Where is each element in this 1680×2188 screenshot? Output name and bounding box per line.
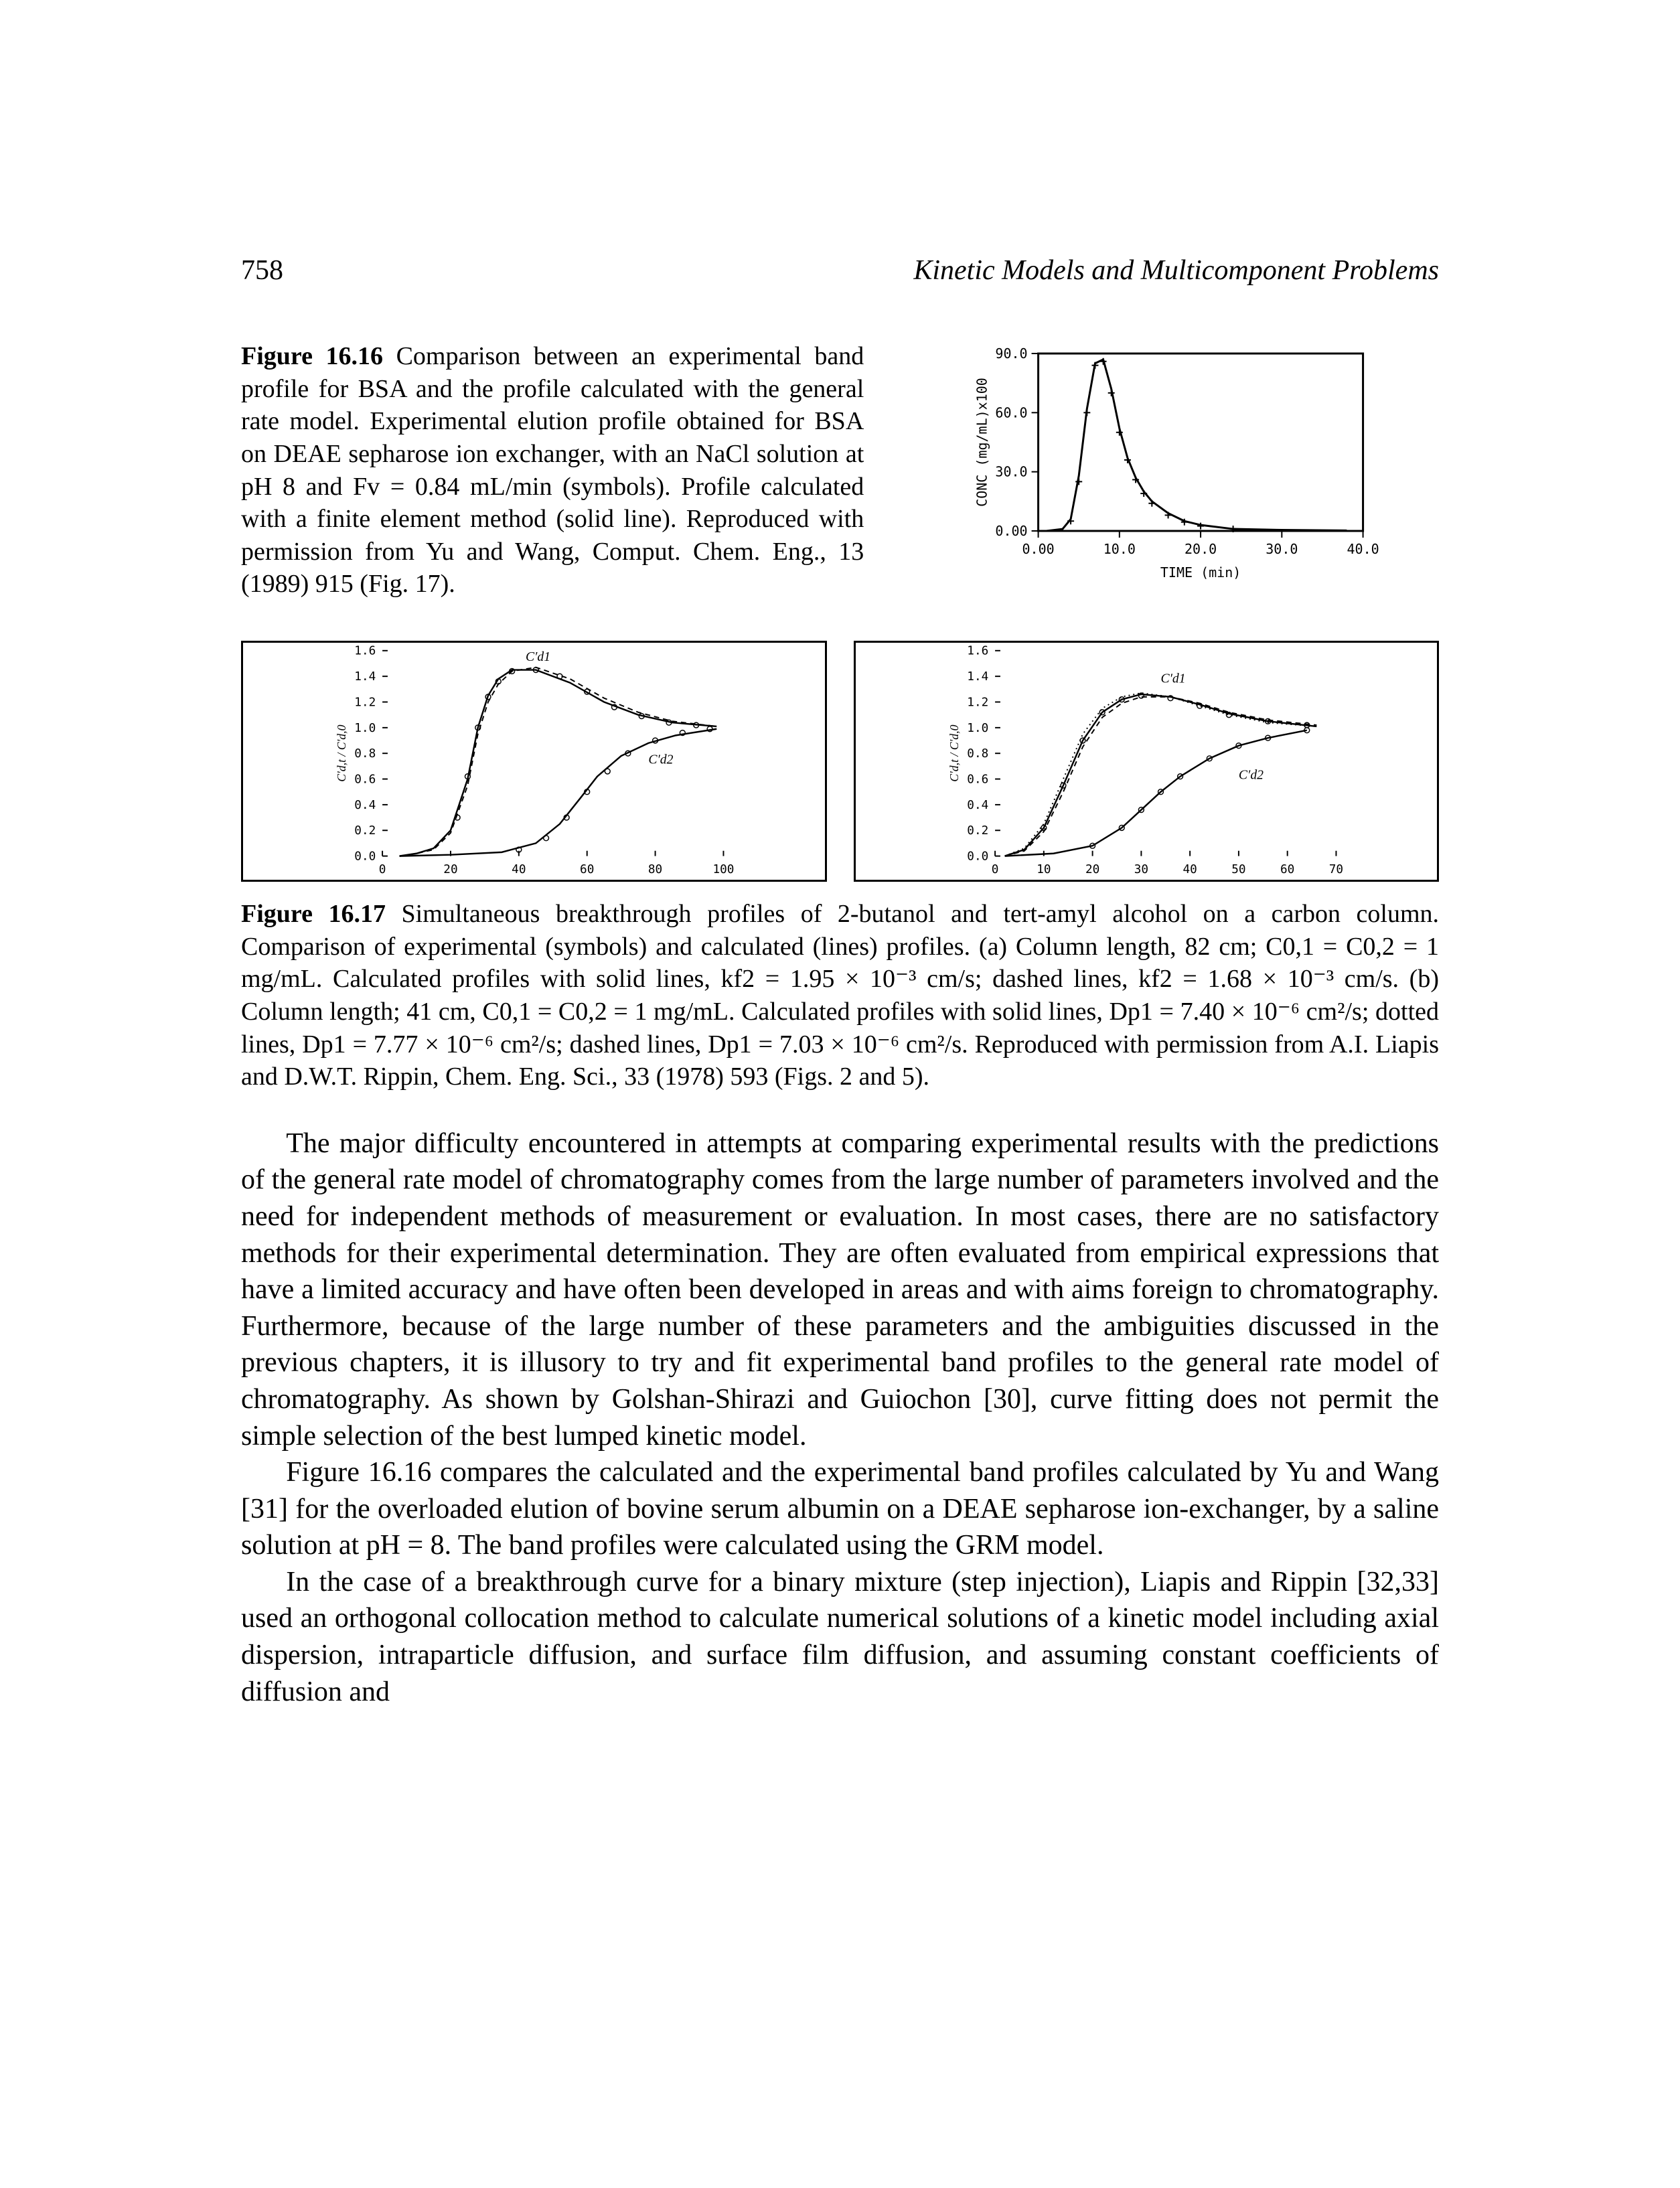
svg-text:10.0: 10.0 xyxy=(1103,541,1136,557)
figure-label: Figure 16.16 xyxy=(241,342,383,370)
svg-text:60.0: 60.0 xyxy=(995,404,1027,420)
svg-text:1.2: 1.2 xyxy=(967,696,988,709)
svg-text:60: 60 xyxy=(580,863,594,876)
svg-text:1.6: 1.6 xyxy=(354,645,376,658)
page-number: 758 xyxy=(241,254,283,287)
svg-text:0.0: 0.0 xyxy=(354,850,376,864)
svg-text:TIME (min): TIME (min) xyxy=(1160,564,1241,580)
svg-text:C′d1: C′d1 xyxy=(526,649,550,664)
svg-text:80: 80 xyxy=(648,863,662,876)
svg-text:40.0: 40.0 xyxy=(1347,541,1379,557)
svg-text:C'd,t / C'd,0: C'd,t / C'd,0 xyxy=(947,724,961,781)
paragraph: The major difficulty encountered in atte… xyxy=(241,1125,1439,1454)
body-text: The major difficulty encountered in atte… xyxy=(241,1125,1439,1711)
svg-text:0.4: 0.4 xyxy=(967,799,988,812)
figure-16-17-panel-a: 0 20 40 60 80 100 0.0 0.2 0.4 0.6 0.8 1.0 1.2 1.4 1.6 C… xyxy=(241,641,827,882)
svg-text:0.0: 0.0 xyxy=(967,850,988,864)
svg-text:100: 100 xyxy=(712,863,734,876)
svg-text:0.6: 0.6 xyxy=(967,773,988,786)
figure-caption-text: Simultaneous breakthrough profiles of 2-… xyxy=(241,900,1439,1091)
svg-text:1.4: 1.4 xyxy=(967,670,988,684)
svg-text:0.2: 0.2 xyxy=(354,824,376,838)
svg-text:0.00: 0.00 xyxy=(995,523,1027,539)
svg-text:50: 50 xyxy=(1231,863,1245,876)
figure-16-16-chart: 0.00 10.0 20.0 30.0 40.0 0.00 30.0 60.0 90.0 TIME… xyxy=(912,340,1439,581)
svg-text:C′d2: C′d2 xyxy=(648,753,673,767)
svg-text:30.0: 30.0 xyxy=(1266,541,1298,557)
svg-text:20: 20 xyxy=(1085,863,1099,876)
svg-text:0.4: 0.4 xyxy=(354,799,376,812)
svg-text:C′d1: C′d1 xyxy=(1160,672,1185,686)
svg-text:70: 70 xyxy=(1328,863,1343,876)
svg-text:60: 60 xyxy=(1280,863,1294,876)
svg-text:0.8: 0.8 xyxy=(354,747,376,761)
svg-text:40: 40 xyxy=(1182,863,1197,876)
svg-text:C′d2: C′d2 xyxy=(1238,768,1263,783)
figure-caption-text: Comparison between an experimental band … xyxy=(241,342,864,598)
svg-text:1.4: 1.4 xyxy=(354,670,376,684)
svg-text:20.0: 20.0 xyxy=(1185,541,1217,557)
figure-16-17-panel-b: 0 10 20 30 40 50 60 70 0.0 0.2 0.4 0.6 0.8 1.0 1.2 1.4 1… xyxy=(854,641,1440,882)
svg-text:90.0: 90.0 xyxy=(995,345,1027,362)
svg-text:1.0: 1.0 xyxy=(967,722,988,735)
svg-text:0: 0 xyxy=(379,863,386,876)
running-head: Kinetic Models and Multicomponent Proble… xyxy=(913,254,1439,287)
figure-label: Figure 16.17 xyxy=(241,900,386,928)
paragraph: In the case of a breakthrough curve for … xyxy=(241,1564,1439,1710)
figure-16-16-caption: Figure 16.16 Comparison between an exper… xyxy=(241,340,864,601)
svg-text:0: 0 xyxy=(991,863,998,876)
svg-text:40: 40 xyxy=(512,863,526,876)
paragraph: Figure 16.16 compares the calculated and… xyxy=(241,1454,1439,1564)
svg-text:CONC (mg/mL)x100: CONC (mg/mL)x100 xyxy=(974,378,990,507)
svg-text:C'd,t / C'd,0: C'd,t / C'd,0 xyxy=(335,724,348,781)
svg-text:1.2: 1.2 xyxy=(354,696,376,709)
svg-text:1.0: 1.0 xyxy=(354,722,376,735)
svg-text:1.6: 1.6 xyxy=(967,645,988,658)
svg-text:10: 10 xyxy=(1037,863,1051,876)
svg-text:0.2: 0.2 xyxy=(967,824,988,838)
svg-text:0.6: 0.6 xyxy=(354,773,376,786)
figure-16-17-charts: 0204060801000.00.20.40.60.81.01.21.41.6C… xyxy=(241,641,1439,882)
page: 758 Kinetic Models and Multicomponent Pr… xyxy=(0,0,1680,2188)
svg-text:20: 20 xyxy=(443,863,457,876)
figure-16-17-caption: Figure 16.17 Simultaneous breakthrough p… xyxy=(241,898,1439,1093)
svg-text:0.00: 0.00 xyxy=(1022,541,1054,557)
figure-16-16-row: Figure 16.16 Comparison between an exper… xyxy=(241,340,1439,601)
svg-text:30.0: 30.0 xyxy=(995,464,1027,480)
svg-text:30: 30 xyxy=(1134,863,1148,876)
svg-text:0.8: 0.8 xyxy=(967,747,988,761)
page-header: 758 Kinetic Models and Multicomponent Pr… xyxy=(241,254,1439,287)
